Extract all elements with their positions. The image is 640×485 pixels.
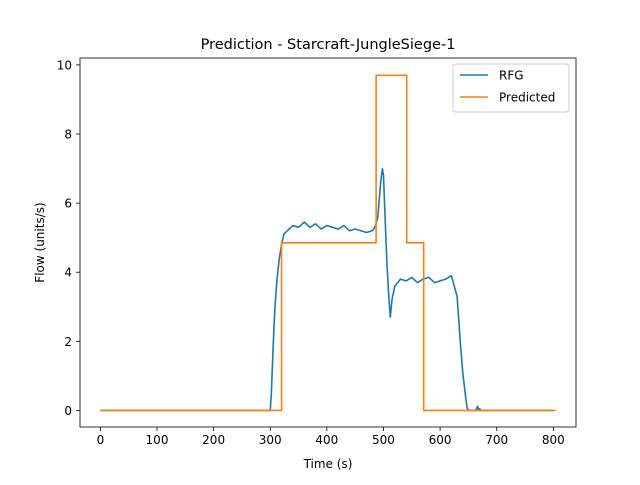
y-tick-label: 4 [64, 266, 72, 280]
chart-title: Prediction - Starcraft-JungleSiege-1 [201, 37, 456, 53]
x-axis-label: Time (s) [303, 457, 353, 471]
series-line-predicted [100, 74, 556, 412]
plot-frame [79, 57, 577, 428]
legend-label-predicted: Predicted [499, 91, 555, 105]
y-axis-ticks: 0 2 4 6 8 10 [57, 58, 80, 418]
legend-box [452, 63, 570, 113]
y-axis-label: Flow (units/s) [33, 202, 47, 282]
y-tick-label: 6 [64, 197, 72, 211]
x-tick-label: 100 [146, 433, 169, 447]
x-tick-label: 500 [372, 433, 395, 447]
series-layer [100, 74, 556, 412]
y-tick-label: 10 [57, 58, 72, 72]
legend-label-rfg: RFG [499, 69, 524, 83]
x-tick-label: 0 [97, 433, 105, 447]
x-tick-label: 600 [429, 433, 452, 447]
y-tick-label: 8 [64, 128, 72, 142]
series-line-rfg [100, 167, 554, 412]
x-tick-label: 300 [259, 433, 282, 447]
y-tick-label: 2 [64, 335, 72, 349]
x-tick-label: 800 [542, 433, 565, 447]
y-tick-label: 0 [64, 404, 72, 418]
x-axis-ticks: 0 100 200 300 400 500 600 700 800 [97, 427, 565, 447]
x-tick-label: 700 [485, 433, 508, 447]
legend: RFG Predicted [452, 63, 570, 113]
x-tick-label: 400 [315, 433, 338, 447]
x-tick-label: 200 [202, 433, 225, 447]
